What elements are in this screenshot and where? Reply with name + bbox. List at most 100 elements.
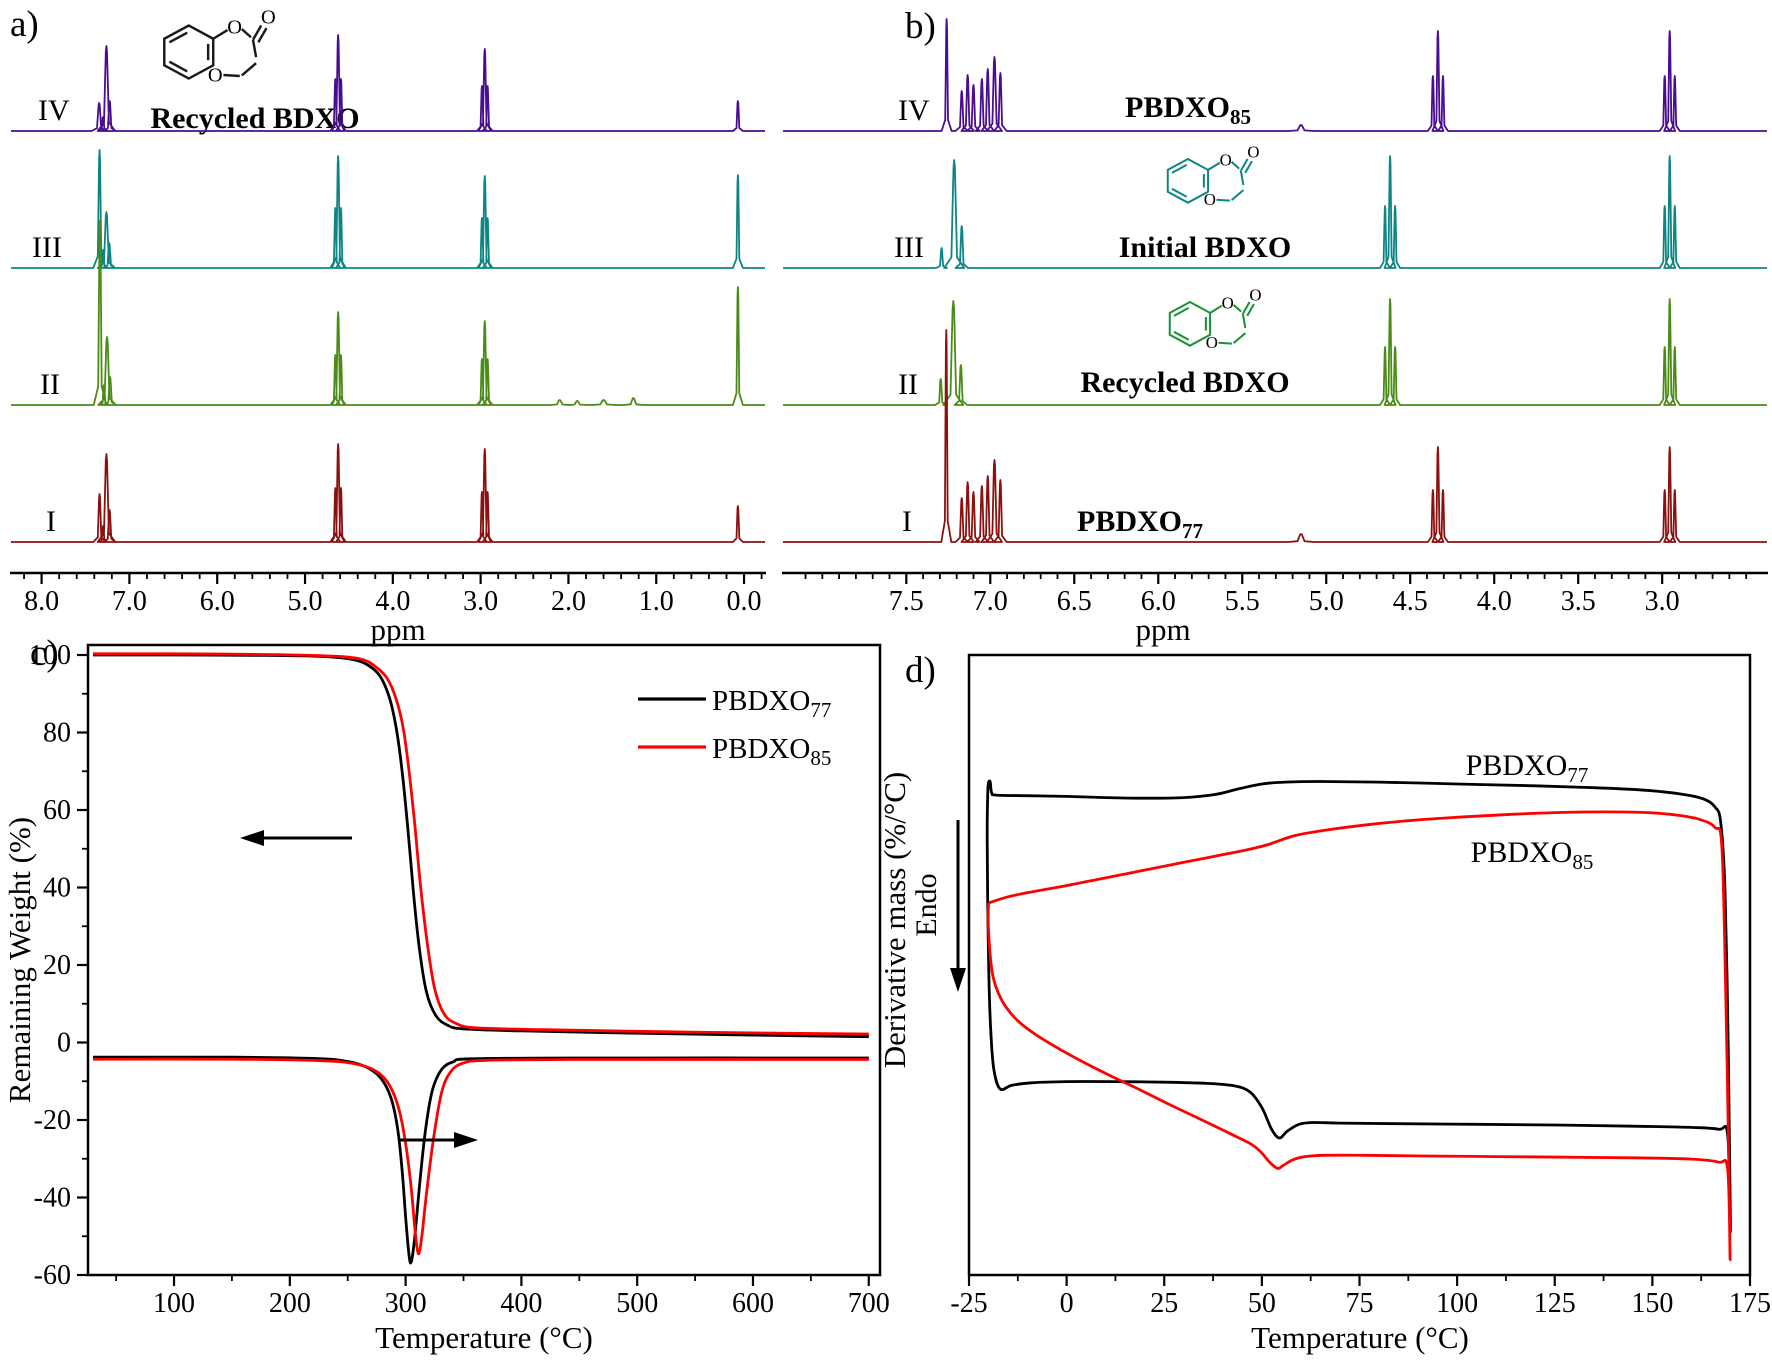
axis-tick-label: 40 — [43, 873, 71, 904]
axis-tick-label: 4.5 — [1393, 586, 1428, 617]
axis-tick-label: 0 — [1060, 1288, 1074, 1319]
nmr-trace-label-IV: IV — [898, 94, 930, 127]
panel-d-x-axis-title: Temperature (°C) — [1251, 1320, 1469, 1355]
axis-tick-label: 7.0 — [973, 586, 1008, 617]
panel-a-axis: 8.0 7.0 6.0 5.0 4.0 3.0 2.0 1.0 0.0 — [10, 571, 766, 617]
panel-b-label-pbdxo77: PBDXO77 — [1077, 505, 1203, 543]
endo-direction-arrow — [950, 820, 966, 992]
axis-tick-label: 60 — [43, 795, 71, 826]
panel-a-structure-caption: Recycled BDXO — [150, 102, 359, 135]
nmr-trace-I — [783, 329, 1767, 543]
axis-tick-label: 700 — [848, 1288, 890, 1319]
panel-c-tga-chart: c) 100 200 300 400 500 600 700100806040200-20-… — [2, 633, 890, 1355]
axis-tick-label: 4.0 — [375, 586, 410, 617]
panel-c-plot-frame — [86, 643, 882, 1277]
axis-tick-label: 0 — [57, 1028, 71, 1059]
nmr-trace-label-II: II — [898, 368, 918, 401]
nmr-trace-label-I: I — [902, 505, 912, 538]
axis-tick-label: 1.0 — [639, 586, 674, 617]
derivative-mass-axis-label: Derivative mass (%/°C) — [877, 772, 912, 1068]
axis-tick-label: 50 — [1248, 1288, 1276, 1319]
axis-tick-label: 100 — [29, 640, 71, 671]
axis-tick-label: 5.5 — [1225, 586, 1260, 617]
series-pbdxo85-derivative — [92, 1057, 869, 1256]
panel-d-label-pbdxo77: PBDXO77 — [1466, 749, 1589, 787]
panel-b-corner-label: b) — [905, 6, 936, 47]
nmr-trace-label-III: III — [894, 231, 924, 264]
axis-tick-label: 3.0 — [463, 586, 498, 617]
axis-tick-label: 200 — [269, 1288, 311, 1319]
axis-tick-label: 75 — [1346, 1288, 1374, 1319]
nmr-trace-label-I: I — [46, 505, 56, 538]
right-axis-arrow — [400, 1132, 478, 1148]
axis-tick-label: 125 — [1534, 1288, 1576, 1319]
panel-d-label-pbdxo85: PBDXO85 — [1471, 836, 1594, 874]
panel-d-series — [985, 779, 1732, 1261]
nmr-trace-IV — [11, 34, 765, 132]
axis-tick-label: 6.5 — [1057, 586, 1092, 617]
panel-b-axis-title: ppm — [1135, 612, 1190, 647]
nmr-trace-I — [11, 443, 765, 543]
panel-c-x-axis-title: Temperature (°C) — [375, 1320, 593, 1355]
nmr-trace-III — [11, 149, 765, 269]
axis-tick-label: 25 — [1150, 1288, 1178, 1319]
axis-tick-label: 300 — [385, 1288, 427, 1319]
axis-tick-label: -25 — [950, 1288, 987, 1319]
axis-tick-label: 500 — [616, 1288, 658, 1319]
axis-tick-label: 150 — [1631, 1288, 1673, 1319]
dsc-loop-pbdxo85 — [986, 810, 1732, 1261]
axis-tick-label: 175 — [1729, 1288, 1771, 1319]
axis-tick-label: -60 — [34, 1260, 71, 1291]
axis-tick-label: 6.0 — [200, 586, 235, 617]
axis-tick-label: 5.0 — [1309, 586, 1344, 617]
nmr-trace-label-III: III — [32, 231, 62, 264]
axis-tick-label: 8.0 — [24, 586, 59, 617]
axis-tick-label: -40 — [34, 1183, 71, 1214]
axis-tick-label: 3.5 — [1561, 586, 1596, 617]
axis-tick-label: 4.0 — [1477, 586, 1512, 617]
panel-c-series — [92, 652, 869, 1265]
nmr-trace-label-IV: IV — [38, 94, 70, 127]
nmr-trace-label-II: II — [40, 368, 60, 401]
axis-tick-label: 80 — [43, 718, 71, 749]
left-axis-arrow — [240, 830, 352, 846]
nmr-trace-III — [783, 155, 1767, 269]
axis-tick-label: 20 — [43, 950, 71, 981]
axis-tick-label: 400 — [500, 1288, 542, 1319]
axis-tick-label: 5.0 — [288, 586, 323, 617]
panel-d-axes: -25 0 25 50 75 100 125 150 175 Temperature (°C) — [950, 1275, 1771, 1355]
series-pbdxo85-weight — [92, 652, 869, 1036]
endo-label: Endo — [910, 873, 943, 936]
axis-tick-label: 6.0 — [1141, 586, 1176, 617]
panel-c-legend: PBDXO77 PBDXO85 — [638, 685, 831, 770]
axis-tick-label: 7.0 — [112, 586, 147, 617]
panel-b-axis: 7.5 7.0 6.5 6.0 5.5 5.0 4.5 4.0 3.5 3.0 — [782, 571, 1768, 617]
axis-tick-label: 600 — [732, 1288, 774, 1319]
axis-tick-label: 3.0 — [1645, 586, 1680, 617]
panel-b-nmr-stack: b) PBDXO85 Initial BDXO Recycled BDXO PB… — [782, 6, 1768, 647]
axis-tick-label: 0.0 — [727, 586, 762, 617]
nmr-trace-IV — [783, 18, 1767, 132]
legend-label-pbdxo85: PBDXO85 — [712, 733, 831, 770]
axis-tick-label: 100 — [153, 1288, 195, 1319]
panel-c-corner-label: c) — [30, 633, 59, 674]
panel-d-dsc-chart: d) -25 0 25 50 75 100 125 150 175 Temperature (°C… — [877, 650, 1771, 1355]
axis-tick-label: 100 — [1436, 1288, 1478, 1319]
panel-b-label-initial-bdxo: Initial BDXO — [1119, 231, 1292, 264]
panel-a-corner-label: a) — [10, 4, 39, 45]
legend-label-pbdxo77: PBDXO77 — [712, 685, 831, 722]
nmr-trace-II — [11, 219, 765, 406]
panel-b-label-recycled-bdxo: Recycled BDXO — [1080, 366, 1289, 399]
axis-tick-label: -20 — [34, 1105, 71, 1136]
panel-a-axis-title: ppm — [370, 612, 425, 647]
nmr-trace-II — [783, 298, 1767, 406]
axis-tick-label: 7.5 — [889, 586, 924, 617]
panel-b-label-pbdxo85: PBDXO85 — [1125, 91, 1251, 129]
panel-d-corner-label: d) — [905, 650, 936, 691]
